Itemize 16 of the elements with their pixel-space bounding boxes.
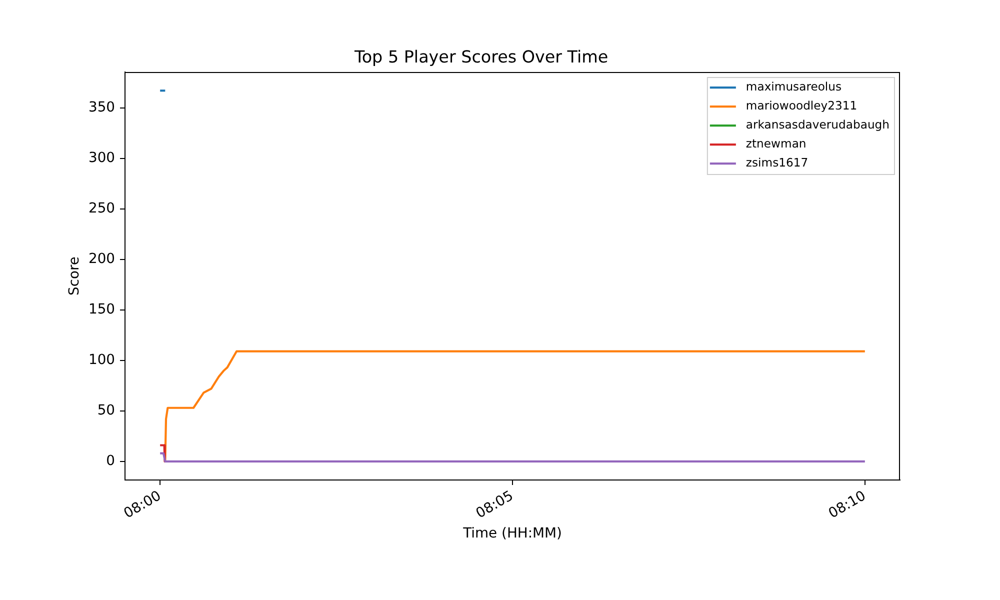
legend-label: maximusareolus <box>746 80 842 94</box>
legend-label: mariowoodley2311 <box>746 98 858 113</box>
y-tick-label: 300 <box>88 150 115 166</box>
legend-label: zsims1617 <box>746 156 808 170</box>
y-tick-label: 150 <box>88 301 115 318</box>
y-axis-title: Score <box>66 256 83 296</box>
legend-label: arkansasdaverudabaugh <box>746 118 890 132</box>
y-tick-label: 100 <box>88 352 115 368</box>
legend-label: ztnewman <box>746 136 806 151</box>
x-axis-title: Time (HH:MM) <box>462 526 562 542</box>
y-tick-label: 0 <box>106 453 115 470</box>
y-tick-label: 200 <box>88 250 115 267</box>
y-tick-label: 50 <box>97 402 115 419</box>
y-tick-label: 350 <box>88 99 115 116</box>
chart-title: Top 5 Player Scores Over Time <box>353 46 608 66</box>
y-tick-label: 250 <box>88 200 115 216</box>
